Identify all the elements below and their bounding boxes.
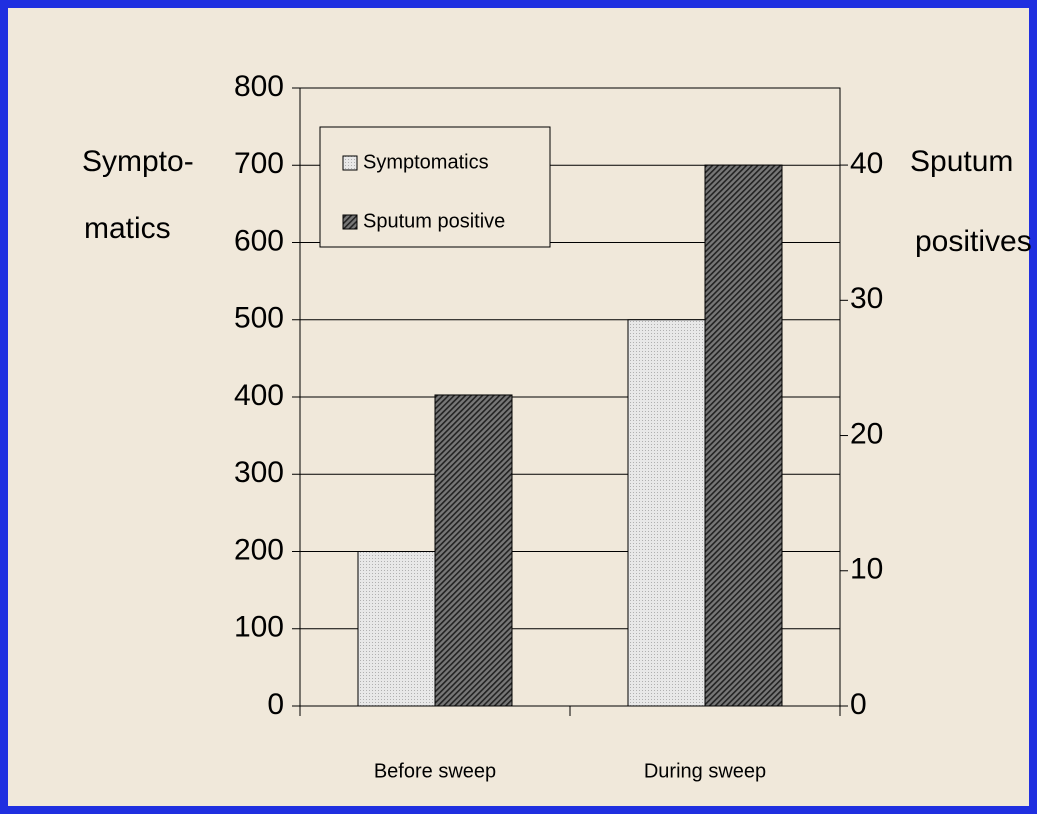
y-tick-label: 700 (234, 147, 284, 180)
y-tick-label: 800 (234, 70, 284, 103)
y2-tick-label: 40 (850, 147, 883, 180)
y-axis-label: Sympto- (82, 145, 194, 178)
y-tick-label: 0 (267, 688, 284, 721)
bar (434, 394, 513, 707)
y2-tick-label: 30 (850, 282, 883, 315)
x-tick-label: Before sweep (374, 760, 496, 782)
bar (357, 551, 436, 707)
legend-swatch (342, 214, 358, 230)
y2-axis-label: positives (915, 225, 1032, 258)
y-tick-label: 300 (234, 456, 284, 489)
y2-tick-label: 20 (850, 417, 883, 450)
bar (704, 164, 783, 707)
y2-axis-label: Sputum (910, 145, 1013, 178)
y2-tick-label: 10 (850, 553, 883, 586)
x-tick-label: During sweep (644, 760, 766, 782)
legend-swatch (342, 155, 358, 171)
y-tick-label: 100 (234, 611, 284, 644)
y-tick-label: 500 (234, 302, 284, 335)
legend-label: Sputum positive (363, 210, 505, 232)
y-axis-label: matics (84, 212, 171, 245)
legend-label: Symptomatics (363, 151, 489, 173)
y-tick-label: 400 (234, 379, 284, 412)
legend-box (319, 126, 551, 248)
y-tick-label: 600 (234, 224, 284, 257)
bar (627, 319, 706, 707)
y-tick-label: 200 (234, 533, 284, 566)
y2-tick-label: 0 (850, 688, 867, 721)
